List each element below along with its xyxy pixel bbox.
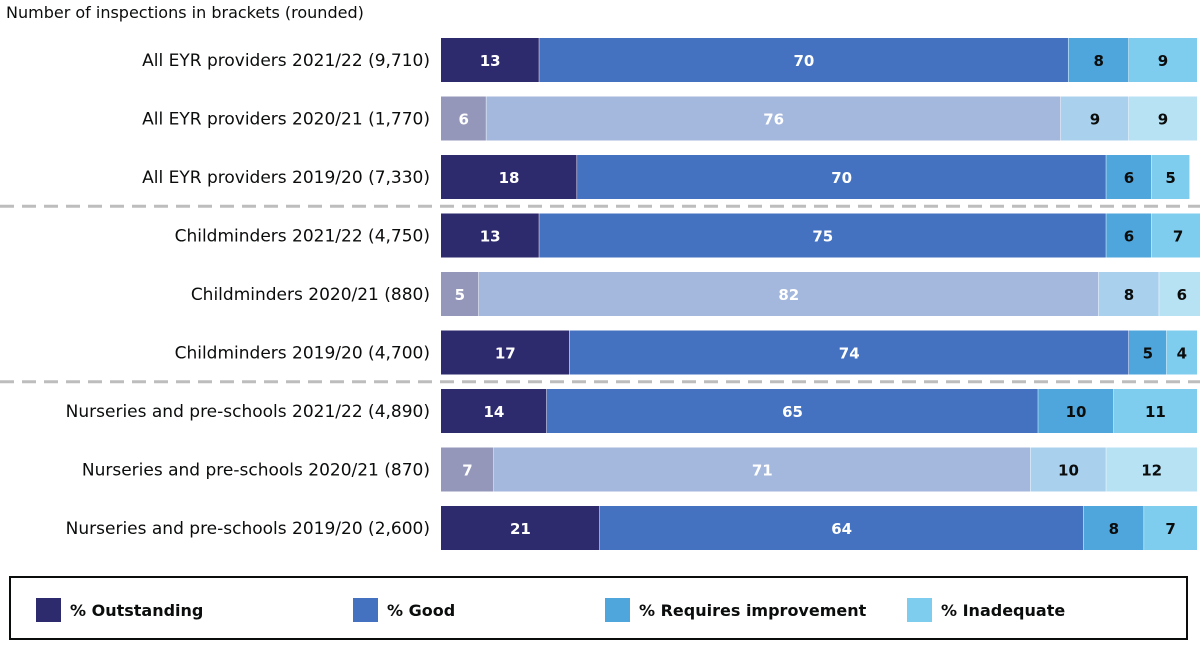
data-label-inadequate: 7 bbox=[1165, 520, 1175, 538]
category-label: All EYR providers 2021/22 (9,710) bbox=[142, 51, 430, 71]
bar-segment-good bbox=[478, 272, 1099, 316]
data-label-requires-improvement: 5 bbox=[1143, 345, 1153, 363]
bar-segment-outstanding bbox=[441, 96, 487, 141]
bar-segment-requires-improvement bbox=[1083, 506, 1145, 550]
bar-segment-good bbox=[486, 96, 1061, 141]
category-label: Nurseries and pre-schools 2021/22 (4,890… bbox=[66, 402, 430, 422]
data-label-outstanding: 21 bbox=[510, 520, 531, 538]
data-label-requires-improvement: 10 bbox=[1066, 403, 1087, 421]
data-label-outstanding: 13 bbox=[480, 52, 501, 70]
bar-segment-good bbox=[569, 330, 1129, 375]
bar-segment-inadequate bbox=[1166, 330, 1197, 375]
bar-segment-inadequate bbox=[1144, 506, 1197, 550]
data-label-requires-improvement: 8 bbox=[1109, 520, 1119, 538]
bar-segment-outstanding bbox=[441, 389, 547, 433]
data-label-good: 64 bbox=[831, 520, 852, 538]
bar-segment-requires-improvement bbox=[1098, 272, 1160, 316]
bar-segment-inadequate bbox=[1106, 447, 1197, 492]
legend-label-inadequate: % Inadequate bbox=[941, 600, 1066, 620]
data-label-outstanding: 6 bbox=[458, 111, 468, 129]
bar-segment-outstanding bbox=[441, 155, 578, 199]
data-label-good: 76 bbox=[763, 111, 784, 129]
bar-segment-inadequate bbox=[1113, 389, 1197, 433]
data-label-requires-improvement: 8 bbox=[1124, 286, 1134, 304]
data-label-requires-improvement: 6 bbox=[1124, 228, 1134, 246]
bar-segment-good bbox=[599, 506, 1084, 550]
data-label-inadequate: 5 bbox=[1165, 169, 1175, 187]
bar-segment-requires-improvement bbox=[1030, 447, 1107, 492]
bar-segment-outstanding bbox=[441, 38, 540, 82]
category-label: All EYR providers 2019/20 (7,330) bbox=[142, 168, 430, 188]
legend-label-outstanding: % Outstanding bbox=[70, 600, 204, 620]
legend-item-inadequate: % Inadequate bbox=[907, 598, 1065, 622]
bar-segment-outstanding bbox=[441, 506, 600, 550]
bar-segment-requires-improvement bbox=[1106, 155, 1152, 199]
bar-segment-good bbox=[539, 38, 1069, 82]
data-label-good: 65 bbox=[782, 403, 803, 421]
legend-label-good: % Good bbox=[387, 600, 456, 620]
bar-segment-good bbox=[539, 213, 1107, 258]
bar-segment-requires-improvement bbox=[1106, 213, 1152, 258]
legend-swatch-inadequate bbox=[907, 598, 932, 622]
bar-segment-inadequate bbox=[1159, 272, 1200, 316]
data-label-inadequate: 9 bbox=[1158, 111, 1168, 129]
bar-segment-good bbox=[493, 447, 1031, 492]
bar-segment-requires-improvement bbox=[1068, 38, 1129, 82]
data-label-inadequate: 4 bbox=[1177, 345, 1187, 363]
bar-segment-inadequate bbox=[1151, 213, 1200, 258]
bar-segment-good bbox=[546, 389, 1039, 433]
legend-swatch-good bbox=[353, 598, 378, 622]
bar-segment-outstanding bbox=[441, 447, 494, 492]
data-label-inadequate: 7 bbox=[1173, 228, 1183, 246]
data-label-requires-improvement: 10 bbox=[1058, 462, 1079, 480]
data-label-inadequate: 6 bbox=[1177, 286, 1187, 304]
bar-segment-requires-improvement bbox=[1038, 389, 1114, 433]
category-label: All EYR providers 2020/21 (1,770) bbox=[142, 110, 430, 130]
bar-segment-good bbox=[577, 155, 1107, 199]
bar-segment-outstanding bbox=[441, 330, 570, 375]
bar-segment-inadequate bbox=[1128, 96, 1197, 141]
data-label-inadequate: 11 bbox=[1145, 403, 1166, 421]
data-label-inadequate: 9 bbox=[1158, 52, 1168, 70]
data-label-outstanding: 5 bbox=[455, 286, 465, 304]
bar-segment-inadequate bbox=[1128, 38, 1197, 82]
chart-legend: % Outstanding % Good % Requires improvem… bbox=[9, 576, 1188, 640]
bar-segment-outstanding bbox=[441, 213, 540, 258]
bar-segment-requires-improvement bbox=[1128, 330, 1167, 375]
category-label: Childminders 2020/21 (880) bbox=[191, 285, 430, 305]
data-label-good: 74 bbox=[839, 345, 860, 363]
data-label-good: 70 bbox=[793, 52, 814, 70]
legend-swatch-requires-improvement bbox=[605, 598, 630, 622]
category-label: Nurseries and pre-schools 2019/20 (2,600… bbox=[66, 519, 430, 539]
category-label: Childminders 2019/20 (4,700) bbox=[175, 344, 430, 364]
chart-subtitle: Number of inspections in brackets (round… bbox=[6, 3, 364, 22]
data-label-requires-improvement: 8 bbox=[1094, 52, 1104, 70]
legend-label-requires-improvement: % Requires improvement bbox=[639, 600, 867, 620]
data-label-good: 71 bbox=[752, 462, 773, 480]
data-label-requires-improvement: 6 bbox=[1124, 169, 1134, 187]
data-label-outstanding: 7 bbox=[462, 462, 472, 480]
category-label: Nurseries and pre-schools 2020/21 (870) bbox=[82, 461, 430, 481]
data-label-outstanding: 14 bbox=[483, 403, 504, 421]
stacked-bar-chart: All EYR providers 2021/22 (9,710) 13 70 8 9 A… bbox=[0, 38, 1200, 550]
data-label-outstanding: 18 bbox=[499, 169, 520, 187]
bar-segment-requires-improvement bbox=[1060, 96, 1129, 141]
legend-item-outstanding: % Outstanding bbox=[36, 598, 203, 622]
bar-segment-outstanding bbox=[441, 272, 479, 316]
data-label-outstanding: 13 bbox=[480, 228, 501, 246]
data-label-good: 82 bbox=[778, 286, 799, 304]
legend-item-requires-improvement: % Requires improvement bbox=[605, 598, 866, 622]
data-label-inadequate: 12 bbox=[1141, 462, 1162, 480]
category-label: Childminders 2021/22 (4,750) bbox=[175, 227, 430, 247]
data-label-good: 70 bbox=[831, 169, 852, 187]
data-label-good: 75 bbox=[812, 228, 833, 246]
legend-item-good: % Good bbox=[353, 598, 455, 622]
legend-swatch-outstanding bbox=[36, 598, 61, 622]
data-label-outstanding: 17 bbox=[495, 345, 516, 363]
data-label-requires-improvement: 9 bbox=[1090, 111, 1100, 129]
bar-segment-inadequate bbox=[1151, 155, 1190, 199]
